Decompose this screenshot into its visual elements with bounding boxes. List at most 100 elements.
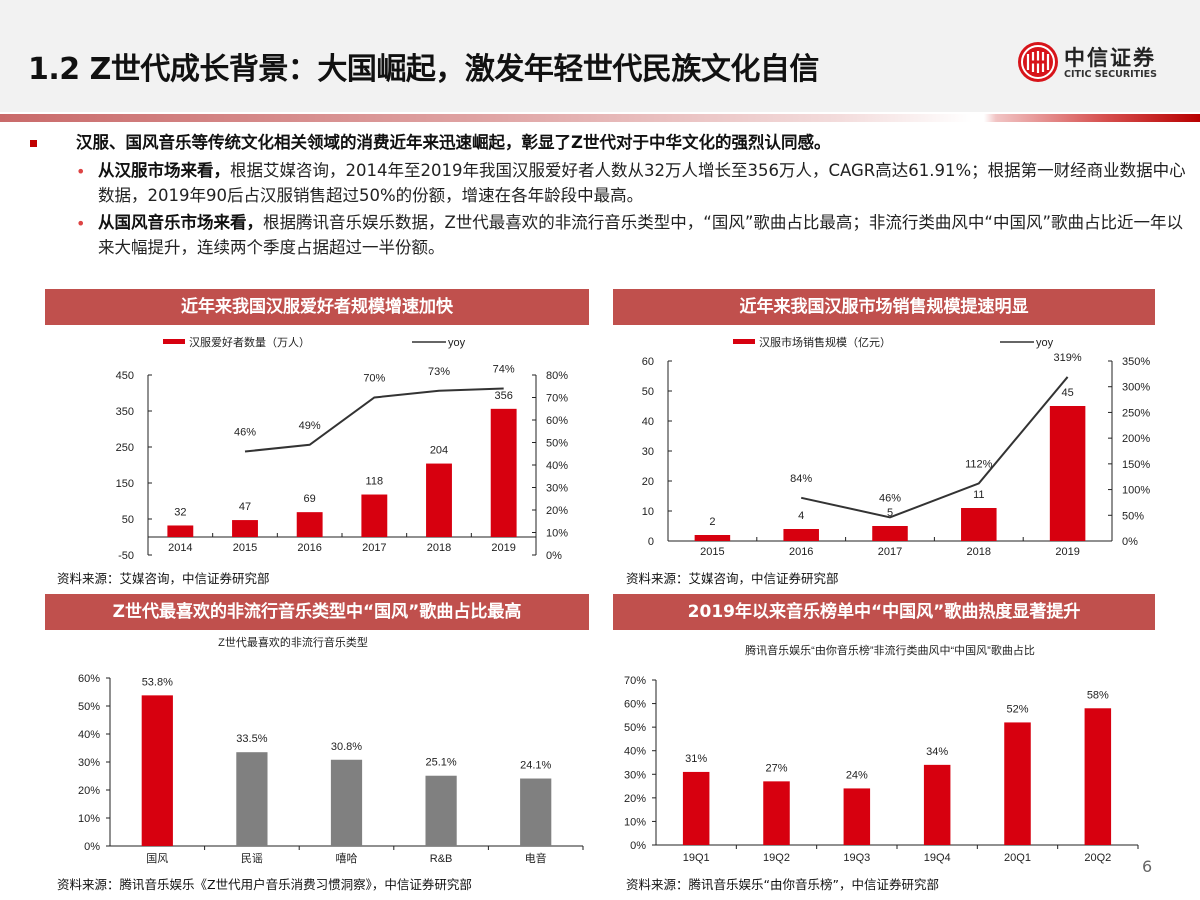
bar-value-label: 32 — [174, 506, 186, 518]
svg-text:40%: 40% — [546, 460, 568, 472]
chart-hanfu-fans: 汉服爱好者数量（万人） yoy 450 350 250 150 50 -50 80% 70% 60%… — [116, 335, 569, 562]
svg-text:0%: 0% — [546, 550, 562, 562]
bar — [330, 759, 363, 846]
category-label: 19Q4 — [924, 852, 951, 864]
bar-value-label: 5 — [887, 507, 893, 519]
svg-text:10%: 10% — [624, 816, 646, 828]
yoy-line — [800, 376, 1069, 519]
svg-text:20%: 20% — [78, 785, 100, 797]
bar-value-label: 34% — [926, 746, 948, 758]
bar — [763, 781, 790, 845]
svg-text:50%: 50% — [546, 438, 568, 450]
bar — [236, 752, 268, 846]
sub-bullet-music: • 从国风音乐市场来看，根据腾讯音乐娱乐数据，Z世代最喜欢的非流行音乐类型中，“… — [28, 210, 1188, 260]
svg-text:60%: 60% — [546, 415, 568, 427]
svg-text:0%: 0% — [630, 840, 646, 852]
svg-text:40%: 40% — [624, 746, 646, 758]
yoy-value-label: 46% — [879, 492, 901, 504]
bar — [961, 508, 997, 541]
category-label: 2015 — [233, 542, 257, 554]
bar-value-label: 27% — [765, 762, 787, 774]
svg-text:60%: 60% — [78, 673, 100, 685]
svg-text:20%: 20% — [624, 793, 646, 805]
category-label: 2018 — [427, 542, 451, 554]
svg-text:50%: 50% — [1122, 510, 1144, 522]
category-label: 2014 — [168, 542, 192, 554]
bar-value-label: 356 — [494, 390, 512, 402]
chart-chinese-style-trend: 腾讯音乐娱乐“由你音乐榜”非流行类曲风中“中国风”歌曲占比 70% 60% 50% 40… — [624, 643, 1139, 864]
svg-text:0: 0 — [648, 536, 654, 548]
svg-text:20%: 20% — [546, 505, 568, 517]
category-label: 国风 — [146, 852, 168, 865]
category-label: 2018 — [967, 546, 991, 558]
bar — [682, 771, 710, 845]
slide-header: 1.2 Z世代成长背景：大国崛起，激发年轻世代民族文化自信 中信证券 CITIC… — [0, 0, 1200, 112]
svg-text:40%: 40% — [78, 729, 100, 741]
svg-text:10%: 10% — [78, 813, 100, 825]
bar-value-label: 2 — [709, 516, 715, 528]
svg-text:10: 10 — [642, 506, 654, 518]
svg-text:30%: 30% — [546, 483, 568, 495]
sub-bullet-lead: 从汉服市场来看， — [98, 161, 230, 180]
main-bullet-text: 汉服、国风音乐等传统文化相关领域的消费近年来迅速崛起，彰显了Z世代对于中华文化的… — [76, 133, 831, 152]
yoy-value-label: 46% — [234, 427, 256, 439]
bar-value-label: 25.1% — [425, 757, 456, 769]
bar — [872, 526, 908, 541]
legend-bar-label: 汉服市场销售规模（亿元） — [759, 335, 891, 349]
page-title: 1.2 Z世代成长背景：大国崛起，激发年轻世代民族文化自信 — [28, 52, 819, 87]
category-label: 2019 — [491, 542, 515, 554]
bar — [1049, 406, 1086, 541]
legend-line-label: yoy — [1036, 337, 1054, 349]
source-note-4: 资料来源：腾讯音乐娱乐“由你音乐榜”，中信证券研究部 — [626, 877, 939, 892]
category-label: 电音 — [525, 851, 547, 865]
bar — [426, 463, 452, 537]
bar-value-label: 47 — [239, 501, 251, 513]
svg-text:50%: 50% — [78, 701, 100, 713]
bar-value-label: 33.5% — [236, 733, 267, 745]
svg-text:350: 350 — [116, 406, 134, 418]
category-label: 19Q2 — [763, 852, 790, 864]
panel-title-genre-preference: Z世代最喜欢的非流行音乐类型中“国风”歌曲占比最高 — [45, 594, 589, 630]
svg-text:50%: 50% — [624, 722, 646, 734]
panel-title-hanfu-fans: 近年来我国汉服爱好者规模增速加快 — [45, 289, 589, 325]
yoy-value-label: 74% — [493, 364, 515, 376]
category-label: 民谣 — [241, 852, 263, 865]
logo-text-cn: 中信证券 — [1064, 45, 1156, 70]
svg-text:150%: 150% — [1122, 459, 1150, 471]
yoy-value-label: 70% — [363, 373, 385, 385]
header-gradient-bar — [0, 114, 1200, 122]
svg-text:70%: 70% — [624, 675, 646, 687]
svg-text:0%: 0% — [1122, 536, 1138, 548]
category-label: 2017 — [362, 542, 386, 554]
bar — [1004, 722, 1031, 845]
citic-logo: 中信证券 CITIC SECURITIES — [1018, 42, 1188, 88]
panel-title-chinese-style-trend: 2019年以来音乐榜单中“中国风”歌曲热度显著提升 — [613, 594, 1155, 630]
yoy-value-label: 319% — [1054, 352, 1082, 364]
yoy-value-label: 73% — [428, 366, 450, 378]
svg-text:60%: 60% — [624, 699, 646, 711]
yoy-line — [244, 387, 504, 453]
svg-text:150: 150 — [116, 478, 134, 490]
bar — [694, 535, 731, 541]
legend-bar-label: 汉服爱好者数量（万人） — [189, 335, 310, 349]
legend-bar-swatch — [733, 339, 755, 344]
citic-logo-icon — [1018, 42, 1058, 82]
bar-value-label: 53.8% — [142, 676, 173, 688]
bar-value-label: 45 — [1061, 387, 1073, 399]
category-label: 19Q1 — [683, 852, 710, 864]
chart-genre-preference: Z世代最喜欢的非流行音乐类型 60% 50% 40% 30% 20% 10% 0% 53.8% 国… — [78, 635, 584, 865]
svg-text:300%: 300% — [1122, 382, 1150, 394]
sub-bullet-lead: 从国风音乐市场来看， — [98, 213, 263, 232]
dot-bullet-icon: • — [76, 214, 86, 233]
svg-text:40: 40 — [642, 416, 654, 428]
source-note-3: 资料来源：腾讯音乐娱乐《Z世代用户音乐消费习惯洞察》，中信证券研究部 — [57, 877, 472, 892]
bar-value-label: 24% — [846, 769, 868, 781]
category-label: 嘻哈 — [336, 852, 358, 865]
chart-subtitle: Z世代最喜欢的非流行音乐类型 — [218, 635, 368, 649]
svg-text:-50: -50 — [118, 550, 134, 562]
category-label: 20Q1 — [1004, 852, 1031, 864]
bar — [520, 778, 552, 846]
svg-text:50: 50 — [122, 514, 134, 526]
svg-text:50: 50 — [642, 386, 654, 398]
page-number: 6 — [1142, 857, 1153, 876]
